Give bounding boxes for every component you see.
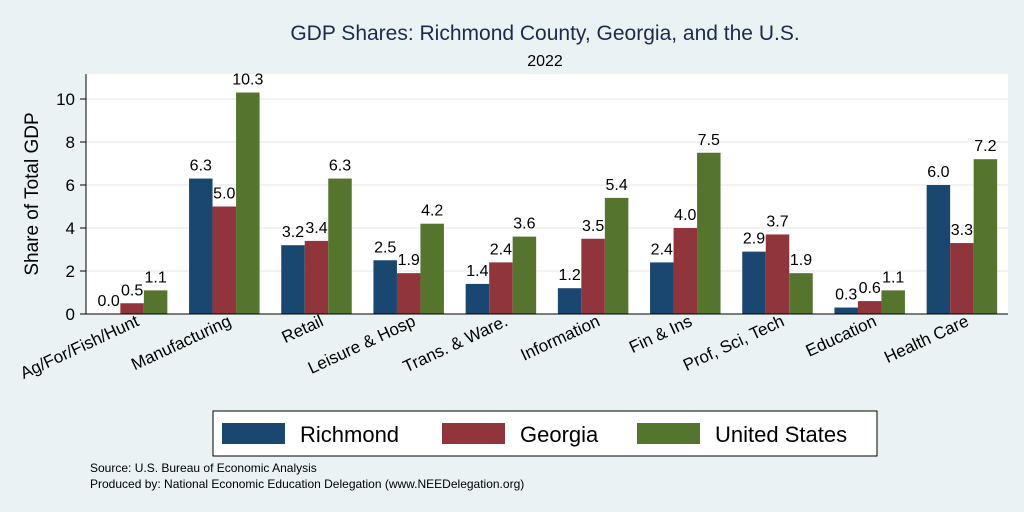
legend-box — [212, 410, 878, 457]
chart-title: GDP Shares: Richmond County, Georgia, an… — [290, 22, 799, 45]
data-label: 1.4 — [466, 263, 488, 280]
bar — [789, 273, 813, 314]
legend: Richmond Georgia United States — [212, 410, 878, 457]
bar — [304, 240, 329, 314]
y-tick-label: 6 — [66, 176, 75, 195]
data-label: 6.3 — [329, 158, 351, 175]
data-label: 3.5 — [582, 218, 604, 235]
y-tick-label: 4 — [66, 219, 75, 238]
legend-label: Georgia — [520, 422, 599, 447]
source-note: Source: U.S. Bureau of Economic Analysis — [90, 461, 317, 475]
bar — [489, 262, 513, 314]
data-label: 3.4 — [305, 220, 327, 237]
data-label: 1.9 — [398, 252, 420, 269]
data-label: 4.0 — [674, 207, 696, 224]
bar — [857, 301, 882, 314]
bar — [604, 197, 629, 314]
y-axis-label: Share of Total GDP — [22, 112, 43, 275]
bars — [120, 92, 998, 314]
data-label: 0.5 — [121, 282, 143, 299]
bar — [950, 243, 974, 314]
bar — [926, 185, 951, 314]
data-label: 3.2 — [282, 224, 304, 241]
bar — [512, 236, 537, 314]
data-label: 6.0 — [927, 164, 949, 181]
bar — [373, 260, 397, 314]
data-label: 1.9 — [790, 252, 812, 269]
bar — [189, 178, 213, 314]
data-label: 3.7 — [766, 213, 788, 230]
data-labels: 0.00.51.16.35.010.33.2 3.46.32.51.94.21.4… — [97, 72, 996, 310]
data-label: 3.3 — [951, 222, 973, 239]
data-label: 0.0 — [97, 293, 119, 310]
y-tick-label: 0 — [66, 305, 75, 324]
y-ticks: 0 2 4 6 8 10 — [56, 90, 86, 324]
data-label: 5.4 — [605, 177, 627, 194]
bar — [465, 283, 490, 314]
bar — [742, 251, 766, 314]
legend-swatch — [222, 423, 285, 444]
y-tick-label: 10 — [56, 90, 75, 109]
data-label: 2.9 — [743, 231, 765, 248]
bar — [973, 159, 998, 314]
data-label: 2.4 — [651, 241, 673, 258]
bar — [834, 307, 858, 314]
data-label: 5.0 — [213, 186, 235, 203]
bar — [120, 303, 144, 314]
bar — [236, 92, 260, 314]
data-label: 0.6 — [859, 280, 881, 297]
legend-swatch — [637, 423, 700, 444]
chart-subtitle: 2022 — [527, 53, 563, 70]
bar — [881, 290, 905, 314]
bar — [281, 245, 305, 314]
bar — [765, 234, 790, 314]
data-label: 1.1 — [882, 269, 904, 286]
bar — [420, 223, 444, 314]
bar — [212, 206, 237, 314]
bar — [396, 273, 421, 314]
data-label: 0.3 — [835, 287, 857, 304]
bar — [581, 238, 605, 314]
y-tick-label: 8 — [66, 133, 75, 152]
data-label: 6.3 — [190, 158, 212, 175]
legend-label: Richmond — [300, 422, 399, 447]
bar — [328, 178, 352, 314]
legend-swatch — [442, 423, 505, 444]
data-label: 10.3 — [232, 72, 263, 89]
y-tick-label: 2 — [66, 262, 75, 281]
bar — [697, 152, 721, 314]
bar — [673, 228, 698, 314]
bar — [143, 290, 168, 314]
data-label: 4.2 — [421, 203, 443, 220]
data-label: 3.6 — [513, 216, 535, 233]
legend-label: United States — [715, 422, 847, 447]
data-label: 1.1 — [144, 269, 166, 286]
produced-by-note: Produced by: National Economic Education… — [90, 477, 524, 491]
data-label: 2.5 — [374, 239, 396, 256]
bar — [650, 262, 674, 314]
data-label: 1.2 — [558, 267, 580, 284]
data-label: 7.5 — [698, 132, 720, 149]
bar — [557, 288, 582, 314]
data-label: 2.4 — [490, 241, 512, 258]
data-label: 7.2 — [974, 138, 996, 155]
